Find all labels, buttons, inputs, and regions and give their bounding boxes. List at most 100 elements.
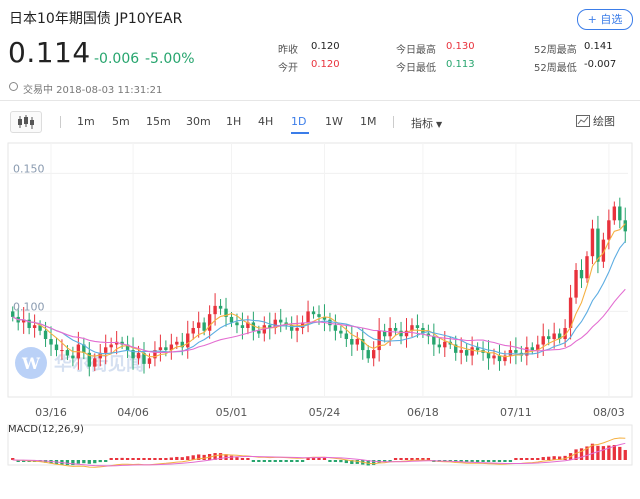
draw-button[interactable]: 绘图 [576,113,615,129]
macd-histogram-bar [486,460,491,462]
moving-averages [12,223,626,358]
macd-histogram-bar [618,446,622,460]
chart-type-button[interactable] [10,111,42,133]
macd-histogram-bar [366,460,370,466]
x-tick-label: 06/18 [407,406,439,419]
watermark-logo-icon [15,347,47,379]
macd-histogram-bar [465,460,469,463]
moving-average-line [12,288,626,353]
watermark: W 华尔街见闻 [15,347,144,379]
candle-body [306,311,310,323]
candle-body [196,322,201,328]
macd-histogram-bar [290,460,294,462]
tab-1m[interactable]: 1m [77,115,95,128]
candle-body [98,352,102,359]
macd-histogram-bar [557,456,562,460]
caret-down-icon: ▼ [436,120,443,129]
macd-histogram-bar [579,448,584,460]
candle-body [393,327,398,331]
x-tick-label: 07/11 [500,406,532,419]
tab-30m[interactable]: 30m [186,115,211,128]
tab-15m[interactable]: 15m [146,115,171,128]
candle-body [464,350,469,356]
candle-body [71,355,75,359]
macd-histogram-bar [147,458,152,460]
macd-histogram-bar [350,460,354,464]
candle-body [251,322,256,331]
page-title: 日本10年期国债 JP10YEAR [9,11,183,27]
macd-histogram-bar [470,460,474,462]
candle-body [322,316,327,320]
indicator-menu[interactable]: 指标 ▼ [411,115,442,131]
macd-histogram-bar [284,460,288,462]
candle-body [104,347,108,353]
macd-histogram-bar [279,460,283,462]
tab-1m-month[interactable]: 1M [360,115,377,128]
header-divider [0,100,640,101]
candle-body [186,333,190,348]
trading-status: 交易中 2018-08-03 11:31:21 [23,85,163,96]
candle-body [235,322,239,326]
candle-body [557,333,562,340]
tab-1h[interactable]: 1H [226,115,242,128]
candle-body [623,220,627,232]
macd-histogram-bar [421,458,425,460]
tab-5m[interactable]: 5m [112,115,130,128]
y-axis: 0.150 0.100 [13,162,45,313]
macd-histogram-bar [22,460,26,462]
x-tick-label: 05/24 [309,406,341,419]
candle-body [213,305,217,315]
candle-body [136,352,141,359]
x-axis: 03/16 04/06 05/01 05/24 06/18 07/11 08/03 [35,406,625,419]
macd-histogram-bar [295,460,299,462]
watermark-logo-letter: W [21,354,41,373]
macd-histogram-bar [344,460,348,464]
candle-body [366,350,370,359]
candle-body [574,270,578,298]
macd-histogram-bar [333,460,338,462]
tab-1w[interactable]: 1W [325,115,343,128]
candle-body [371,350,376,359]
candle-body [218,305,223,309]
candle-body [579,270,584,279]
macd-histogram-bar [426,458,431,460]
x-tick-label: 03/16 [35,406,67,419]
tab-1d[interactable]: 1D [291,115,307,128]
candle-body [437,344,442,348]
candle-body [497,355,502,362]
candle-body [486,352,491,359]
candle-body [536,344,540,351]
candle-body [49,339,53,345]
macd-histogram-bar [120,457,124,460]
macd-histogram-bar [218,453,223,460]
candle-body [257,330,261,334]
macd-histogram-bar [525,458,529,460]
candle-body [295,327,299,331]
macd-histogram-bar [224,454,228,460]
candle-body [541,336,545,345]
candle-body [175,341,179,345]
drawing-tool-icon [576,115,590,127]
macd-histogram-bar [268,460,272,462]
candle-body [399,330,403,337]
candle-body [514,350,518,353]
add-watchlist-button[interactable]: + 自选 [577,9,633,30]
candle-body [344,333,349,340]
macd-histogram-bar [492,460,496,462]
macd-histogram-bar [612,445,616,460]
candle-body [410,325,414,331]
macd-histogram-bar [607,445,611,460]
candle-body [38,325,42,331]
tab-4h[interactable]: 4H [258,115,274,128]
candle-body [93,358,97,367]
current-price: 0.114 [8,36,91,69]
candle-body [404,330,409,337]
day-high-value: 0.130 [446,41,475,52]
candle-body [114,341,119,345]
macd-histogram-bar [459,460,463,463]
candle-body [279,319,283,323]
macd-histogram-bar [71,460,75,466]
macd-histogram-bar [191,455,195,460]
macd-histogram-bar [497,460,502,462]
